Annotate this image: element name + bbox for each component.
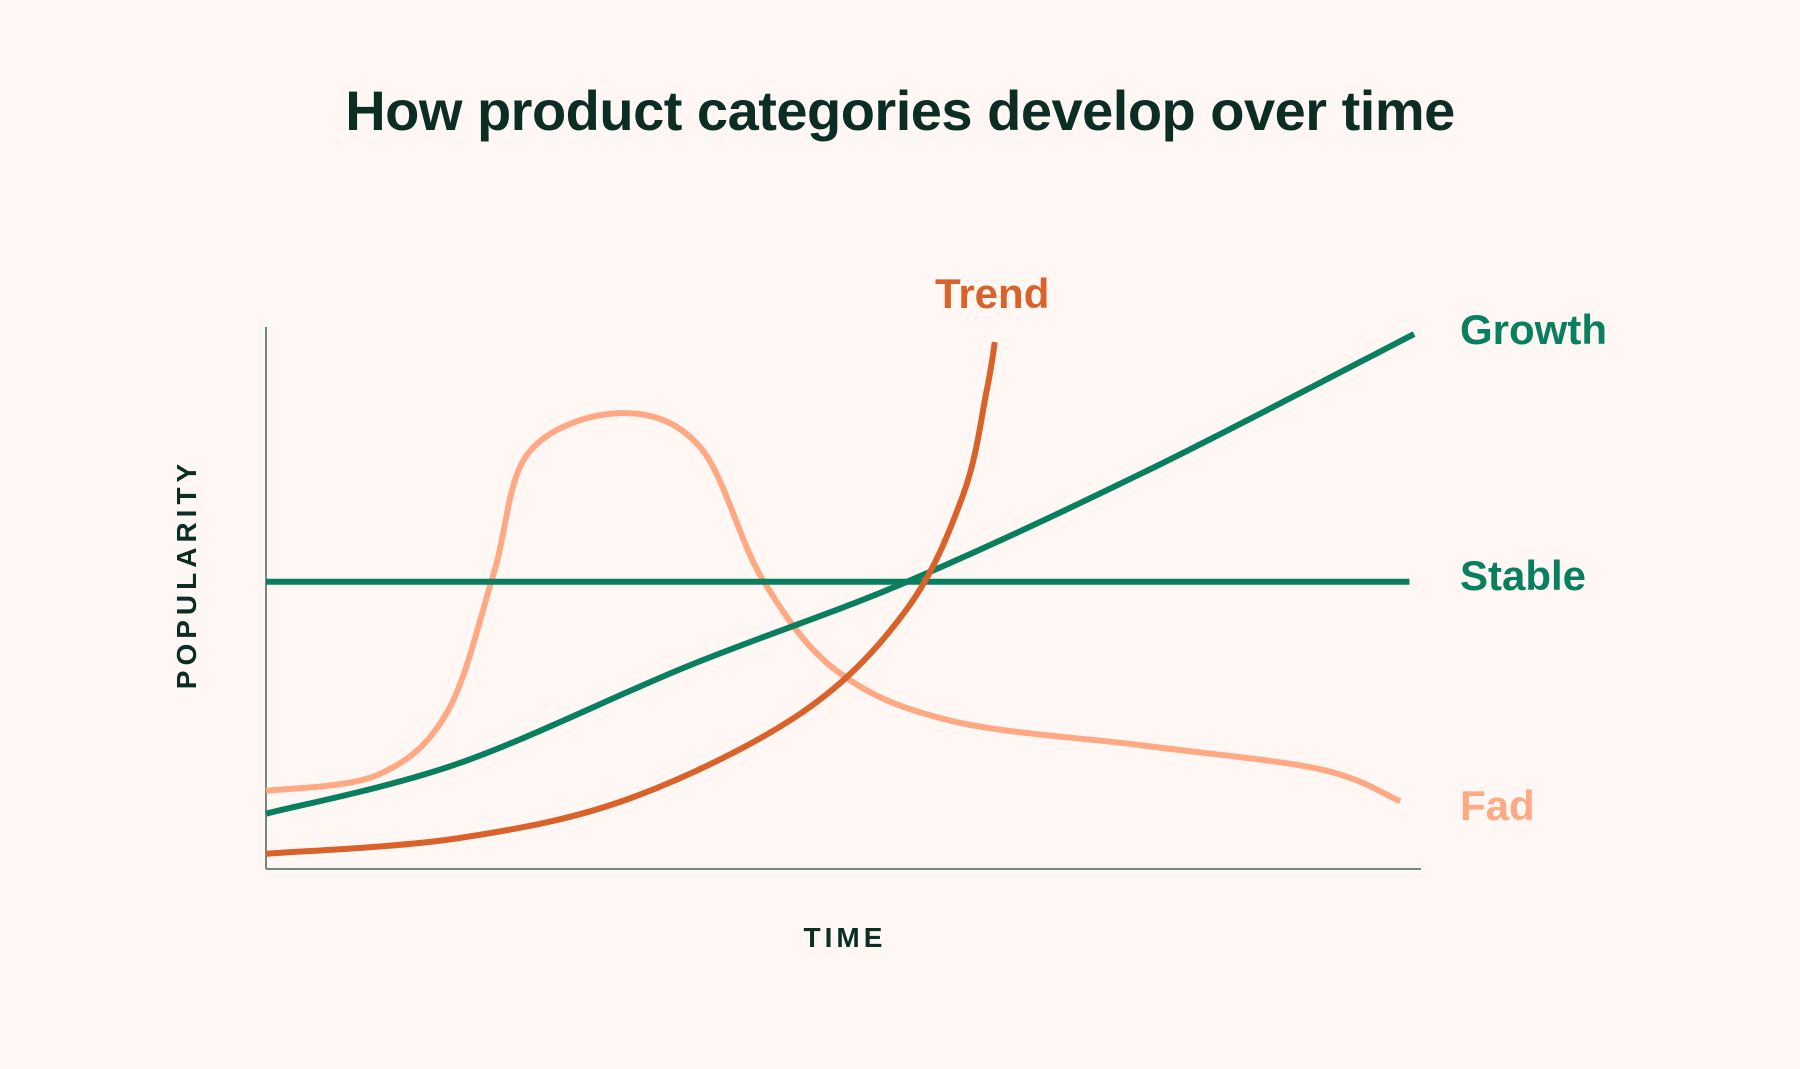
series-line-fad (265, 410, 1402, 805)
y-axis-label: POPULARITY (171, 458, 202, 690)
series-line-growth (265, 331, 1416, 817)
series-label-fad: Fad (1460, 782, 1535, 829)
series-line-trend (265, 341, 998, 857)
chart-title: How product categories develop over time (345, 79, 1455, 142)
series-label-trend: Trend (935, 270, 1050, 317)
x-axis-label: TIME (803, 922, 887, 953)
series-label-growth: Growth (1460, 306, 1607, 353)
series-label-stable: Stable (1460, 552, 1587, 599)
